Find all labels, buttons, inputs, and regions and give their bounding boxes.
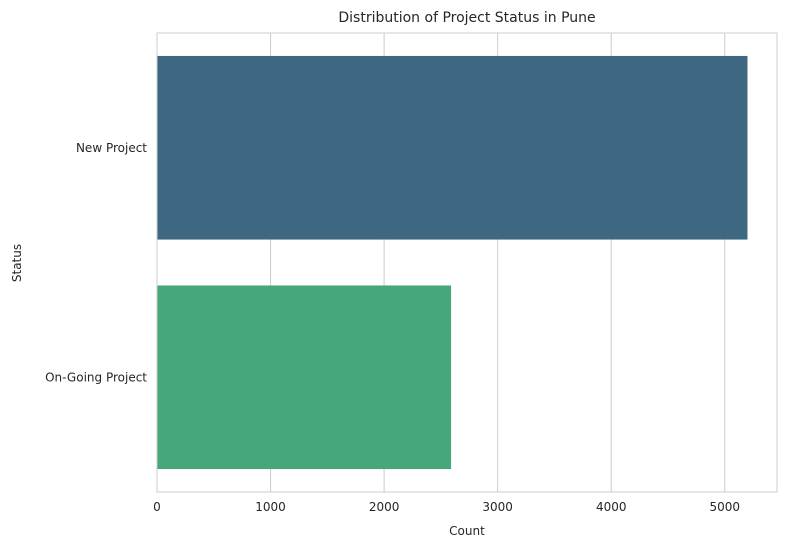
y-tick-label: New Project: [76, 141, 147, 155]
x-tick-label: 5000: [709, 500, 740, 514]
chart-title: Distribution of Project Status in Pune: [338, 10, 595, 26]
x-tick-label: 1000: [255, 500, 286, 514]
x-tick-label: 0: [153, 500, 161, 514]
bar-new-project: [157, 55, 748, 240]
y-tick-label: On-Going Project: [45, 370, 147, 384]
y-axis-title: Status: [10, 244, 24, 282]
x-axis-title: Count: [449, 524, 485, 538]
plot-frame: [156, 32, 778, 493]
x-tick-labels: 0 1000 2000 3000 4000 5000: [153, 500, 740, 514]
x-tick-label: 4000: [596, 500, 627, 514]
bar-on-going-project: [157, 285, 452, 470]
x-tick-label: 3000: [482, 500, 513, 514]
x-tick-label: 2000: [369, 500, 400, 514]
bars: [157, 55, 748, 470]
y-tick-labels: New Project On-Going Project: [45, 141, 147, 385]
